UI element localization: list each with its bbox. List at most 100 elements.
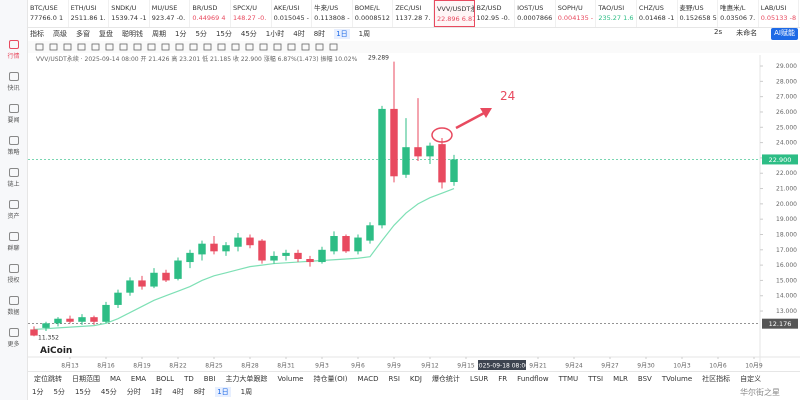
indicator[interactable]: 社区指标 [702, 374, 731, 383]
indicator[interactable]: 爆仓统计 [431, 374, 460, 383]
price-tag [762, 318, 798, 329]
indicator[interactable]: Volume [277, 374, 304, 383]
toolbar-item[interactable]: 45分 [240, 29, 257, 38]
ticker[interactable]: VVV/USDT永续 22.896 6.87% [433, 0, 475, 27]
toolbar-item[interactable]: 15分 [215, 29, 232, 38]
toolbar-item[interactable]: 1分 [175, 29, 187, 38]
period[interactable]: 5分 [53, 388, 65, 396]
ticker[interactable]: 牛来/US 0.113808 - [312, 0, 353, 27]
ticker-symbol: ETH/USI [70, 4, 97, 12]
sidebar-item[interactable]: 更多 [0, 328, 27, 348]
ticker[interactable]: ZEC/USI 1137.28 7. [393, 0, 434, 27]
indicator[interactable]: 日期范围 [72, 374, 100, 383]
sidebar-icon [8, 232, 19, 241]
ticker[interactable]: IOST/US 0.0007866 [515, 0, 556, 27]
indicator[interactable]: BSV [637, 374, 652, 383]
candle-body [402, 147, 410, 175]
sidebar-item[interactable]: 策略 [0, 136, 27, 156]
toolbar-item[interactable]: 多窗 [76, 29, 90, 38]
ticker[interactable]: MU/USE 923.47 -0. [150, 0, 191, 27]
ticker[interactable]: BR/USD 0.44969 4 [190, 0, 231, 27]
toolbar-item[interactable]: 高级 [53, 29, 67, 38]
ticker[interactable]: 唯惠米/L 0.03506 7. [718, 0, 759, 27]
ticker[interactable]: BOME/L 0.0008512 [353, 0, 394, 27]
ticker[interactable]: AKE/USI 0.015045 - [272, 0, 313, 27]
tool-button[interactable]: 未命名 [736, 29, 758, 37]
candle-body [150, 272, 158, 287]
ticker-price: 0.004135 - [557, 14, 594, 22]
toolbar-item[interactable]: 复盘 [99, 29, 113, 38]
indicator[interactable]: 定位跳转 [34, 374, 62, 383]
indicator[interactable]: MACD [357, 374, 379, 383]
indicator[interactable]: MA [110, 374, 121, 383]
sidebar-icon [8, 264, 19, 273]
indicator[interactable]: KDJ [409, 374, 422, 383]
ticker-symbol: BOME/L [354, 4, 380, 12]
indicator[interactable]: Fundflow [517, 374, 549, 383]
period[interactable]: 45分 [100, 388, 117, 396]
indicator[interactable]: FR [498, 374, 508, 383]
ticker[interactable]: ETH/USI 2511.86 1. [69, 0, 110, 27]
sidebar-item[interactable]: 行情 [0, 40, 27, 60]
ticker-price: 148.27 -0. [232, 14, 267, 22]
ticker[interactable]: BZ/USD 102.95 -0. [475, 0, 516, 27]
toolbar-item[interactable]: 聪明钱 [122, 29, 143, 38]
y-tick-label: 21.000 [776, 186, 797, 193]
indicator[interactable]: RSI [388, 374, 400, 383]
price-tag-label: 22.900 [769, 156, 792, 164]
toolbar-item[interactable]: 1日 [334, 28, 350, 39]
ticker[interactable]: SPCX/U 148.27 -0. [231, 0, 272, 27]
period[interactable]: 1时 [150, 388, 163, 396]
ticker[interactable]: TAO/USI 235.27 1.6 [596, 0, 637, 27]
period[interactable]: 4时 [172, 388, 184, 396]
indicator[interactable]: TTSI [588, 374, 604, 383]
x-tick-label: 8月13 [61, 363, 79, 370]
indicator[interactable]: EMA [130, 374, 147, 383]
indicator[interactable]: LSUR [469, 374, 489, 383]
period[interactable]: 8时 [193, 388, 206, 396]
indicator[interactable]: MLR [613, 374, 628, 383]
sidebar-item[interactable]: 数据 [0, 296, 27, 316]
indicator[interactable]: 持仓量(OI) [313, 374, 348, 383]
sidebar-item[interactable]: 群聊 [0, 232, 27, 252]
tool-icon [273, 43, 282, 51]
period[interactable]: 1日 [215, 387, 231, 397]
candle-body [186, 252, 194, 263]
indicator[interactable]: TVolume [661, 374, 693, 383]
toolbar-item[interactable]: 8时 [313, 29, 326, 38]
ticker-price: 2511.86 1. [70, 14, 106, 22]
indicator[interactable]: TTMU [558, 374, 579, 383]
tool-button[interactable]: 2s [714, 28, 723, 36]
sidebar-item[interactable]: 快讯 [0, 72, 27, 92]
ticker-symbol: LAB/USI [760, 4, 787, 12]
period[interactable]: 1分 [32, 388, 44, 396]
indicator[interactable]: BOLL [156, 374, 175, 383]
sidebar-item[interactable]: 要闻 [0, 104, 27, 124]
toolbar-item[interactable]: 1小时 [265, 29, 285, 38]
tool-button[interactable]: AI赋能 [771, 28, 798, 40]
sidebar-item[interactable]: 资产 [0, 200, 27, 220]
indicator[interactable]: TD [184, 374, 194, 383]
period[interactable]: 1周 [240, 388, 253, 396]
toolbar-item[interactable]: 周期 [152, 29, 166, 38]
indicator[interactable]: BBI [203, 374, 216, 383]
period[interactable]: 分时 [126, 388, 141, 396]
period[interactable]: 15分 [74, 388, 91, 396]
ticker-symbol: ZEC/USI [395, 4, 422, 12]
indicator[interactable]: 主力大单跟踪 [225, 374, 268, 383]
ticker[interactable]: BTC/USE 77766.0 1 [28, 0, 69, 27]
toolbar-item[interactable]: 1周 [358, 29, 371, 38]
ticker[interactable]: SOPH/U 0.004135 - [556, 0, 597, 27]
ticker-price: 0.113808 - [314, 14, 350, 22]
x-tick-label: 8月25 [205, 363, 223, 370]
toolbar-item[interactable]: 4时 [293, 29, 305, 38]
toolbar-item[interactable]: 5分 [195, 29, 207, 38]
toolbar-item[interactable]: 指标 [30, 29, 44, 38]
ticker[interactable]: SNDK/U 1539.74 -1 [109, 0, 150, 27]
sidebar-item[interactable]: 链上 [0, 168, 27, 188]
indicator[interactable]: 自定义 [740, 374, 762, 383]
ticker[interactable]: LAB/USI 0.05133 -8 [759, 0, 800, 27]
ticker[interactable]: 麦野/US 0.152658 5 [678, 0, 719, 27]
ticker[interactable]: CHZ/US 0.01468 -1 [637, 0, 678, 27]
sidebar-item[interactable]: 授权 [0, 264, 27, 284]
